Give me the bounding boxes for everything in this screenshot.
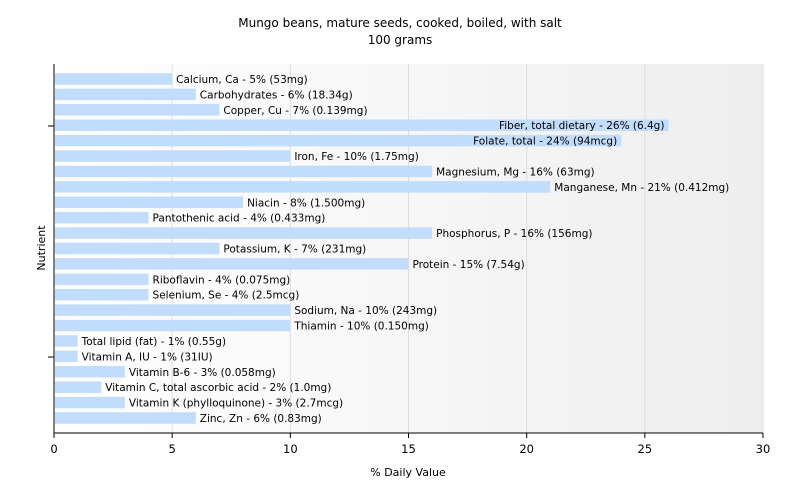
bar [55,258,409,270]
bar [55,273,149,286]
bar [55,104,220,116]
bar [55,242,220,255]
bar-label: Phosphorus, P - 16% (156mg) [436,228,592,240]
chart-subtitle: 100 grams [368,33,433,47]
x-tick-label: 30 [756,442,771,456]
bar [55,350,78,363]
bar-label: Total lipid (fat) - 1% (0.55g) [81,336,226,348]
bar [55,366,125,378]
chart-title: Mungo beans, mature seeds, cooked, boile… [238,16,562,30]
bar-label: Pantothenic acid - 4% (0.433mg) [153,213,326,225]
bar [55,412,196,424]
bar [55,196,244,209]
bar [55,73,173,85]
bars [55,73,669,424]
x-tick-label: 15 [401,442,416,456]
bar-label: Copper, Cu - 7% (0.139mg) [223,105,367,117]
x-tick-label: 0 [50,442,57,456]
bar-label: Calcium, Ca - 5% (53mg) [176,74,308,86]
bar-label: Fiber, total dietary - 26% (6.4g) [499,120,664,132]
bar [55,165,433,178]
bar-label: Riboflavin - 4% (0.075mg) [153,274,291,286]
bar-label: Folate, total - 24% (94mcg) [473,136,617,148]
bar-label: Sodium, Na - 10% (243mg) [294,305,437,317]
bar-label: Vitamin A, IU - 1% (31IU) [82,351,213,363]
bar-label: Thiamin - 10% (0.150mg) [293,321,429,333]
bar-label: Selenium, Se - 4% (2.5mcg) [153,290,300,302]
axes [48,64,764,438]
bar-labels: Calcium, Ca - 5% (53mg) Carbohydrates - 6… [81,74,730,425]
bar [55,181,551,193]
bar-label: Manganese, Mn - 21% (0.412mg) [554,182,729,194]
bar [55,381,102,393]
x-tick-label: 5 [169,442,176,456]
bar [55,119,669,131]
bar [55,134,622,147]
x-tick-labels: 0 5 10 15 20 25 30 [50,442,770,456]
bar-label: Potassium, K - 7% (231mg) [223,244,366,256]
bar [55,396,125,409]
bar-label: Carbohydrates - 6% (18.34g) [200,89,353,101]
bar [55,288,149,301]
bar-label: Protein - 15% (7.54g) [413,259,525,271]
bar-label: Zinc, Zn - 6% (0.83mg) [200,413,322,425]
bar [55,319,291,332]
x-tick-label: 10 [283,442,298,456]
bar-label: Magnesium, Mg - 16% (63mg) [436,166,595,178]
x-tick-label: 25 [638,442,653,456]
bar [55,304,291,316]
y-axis-title: Nutrient [35,225,48,271]
bar [55,211,149,224]
bar [55,227,433,239]
x-axis-title: % Daily Value [370,466,446,479]
bar-label: Iron, Fe - 10% (1.75mg) [294,151,418,163]
bar-label: Niacin - 8% (1.500mg) [247,197,365,209]
bar [55,150,291,162]
bar-label: Vitamin B-6 - 3% (0.058mg) [129,367,276,379]
bar [55,88,196,101]
x-tick-label: 20 [519,442,534,456]
bar-label: Vitamin K (phylloquinone) - 3% (2.7mcg) [129,398,343,410]
bar [55,335,78,347]
bar-label: Vitamin C, total ascorbic acid - 2% (1.0… [105,382,331,394]
